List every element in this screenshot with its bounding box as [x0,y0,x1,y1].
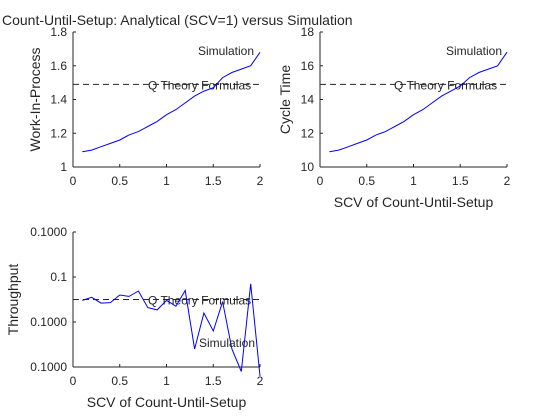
x-tick-label: 0 [317,174,324,188]
y-tick-label: 1.6 [50,59,67,73]
x-tick-label: 2 [504,174,511,188]
series-label: Simulation [198,44,254,58]
y-tick-label: 0.1 [50,270,67,284]
y-tick-label: 0.1000 [30,225,67,239]
x-tick-label: 1.5 [452,174,469,188]
x-tick-label: 1.5 [205,374,222,388]
simulation-series-line [329,51,508,153]
y-tick-label: 12 [301,126,315,140]
y-tick-label: 0.1000 [30,315,67,329]
y-tick-label: 1.4 [50,93,67,107]
y-tick-label: 14 [301,93,315,107]
series-label: Simulation [199,336,255,350]
y-tick-label: 16 [301,59,315,73]
y-tick-label: 1.8 [50,25,67,39]
x-tick-label: 2 [257,374,264,388]
simulation-series-line [82,52,261,153]
figure-title: Count-Until-Setup: Analytical (SCV=1) ve… [2,12,353,28]
y-axis-label: Work-In-Process [27,48,43,152]
y-tick-label: 1 [60,160,67,174]
x-tick-label: 1.5 [205,174,222,188]
x-axis-label: SCV of Count-Until-Setup [334,194,494,210]
reference-label: Q Theory Formulas [394,78,497,92]
x-axis-label: SCV of Count-Until-Setup [87,394,247,410]
y-tick-label: 0.1000 [30,360,67,374]
reference-label: Q Theory Formulas [148,294,251,308]
x-tick-label: 1 [163,174,170,188]
x-tick-label: 0.5 [358,174,375,188]
x-tick-label: 1 [410,174,417,188]
x-tick-label: 1 [163,374,170,388]
x-tick-label: 0.5 [111,374,128,388]
x-tick-label: 0.5 [111,174,128,188]
y-tick-label: 18 [301,25,315,39]
chart-panel-3: 0 0.5 1 1.5 2 0.1000 0.1000 0.1 0.1000 Throughput… [5,225,264,410]
chart-panels: 0 0.5 1 1.5 2 1 1.2 1.4 1.6 1.8 Work-In-Process Q T… [5,25,511,410]
x-tick-label: 0 [70,374,77,388]
y-tick-label: 10 [301,160,315,174]
reference-label: Q Theory Formulas [148,78,251,92]
series-label: Simulation [446,44,502,58]
x-tick-label: 0 [70,174,77,188]
chart-panel-1: 0 0.5 1 1.5 2 1 1.2 1.4 1.6 1.8 Work-In-Process Q T… [27,25,264,188]
y-axis-label: Cycle Time [277,65,293,134]
y-axis-label: Throughput [5,264,21,336]
y-tick-label: 1.2 [50,126,67,140]
chart-panel-2: 0 0.5 1 1.5 2 10 12 14 16 18 Cycle Time SCV of Coun… [277,25,511,210]
simulation-series-line [82,283,261,377]
x-tick-label: 2 [257,174,264,188]
